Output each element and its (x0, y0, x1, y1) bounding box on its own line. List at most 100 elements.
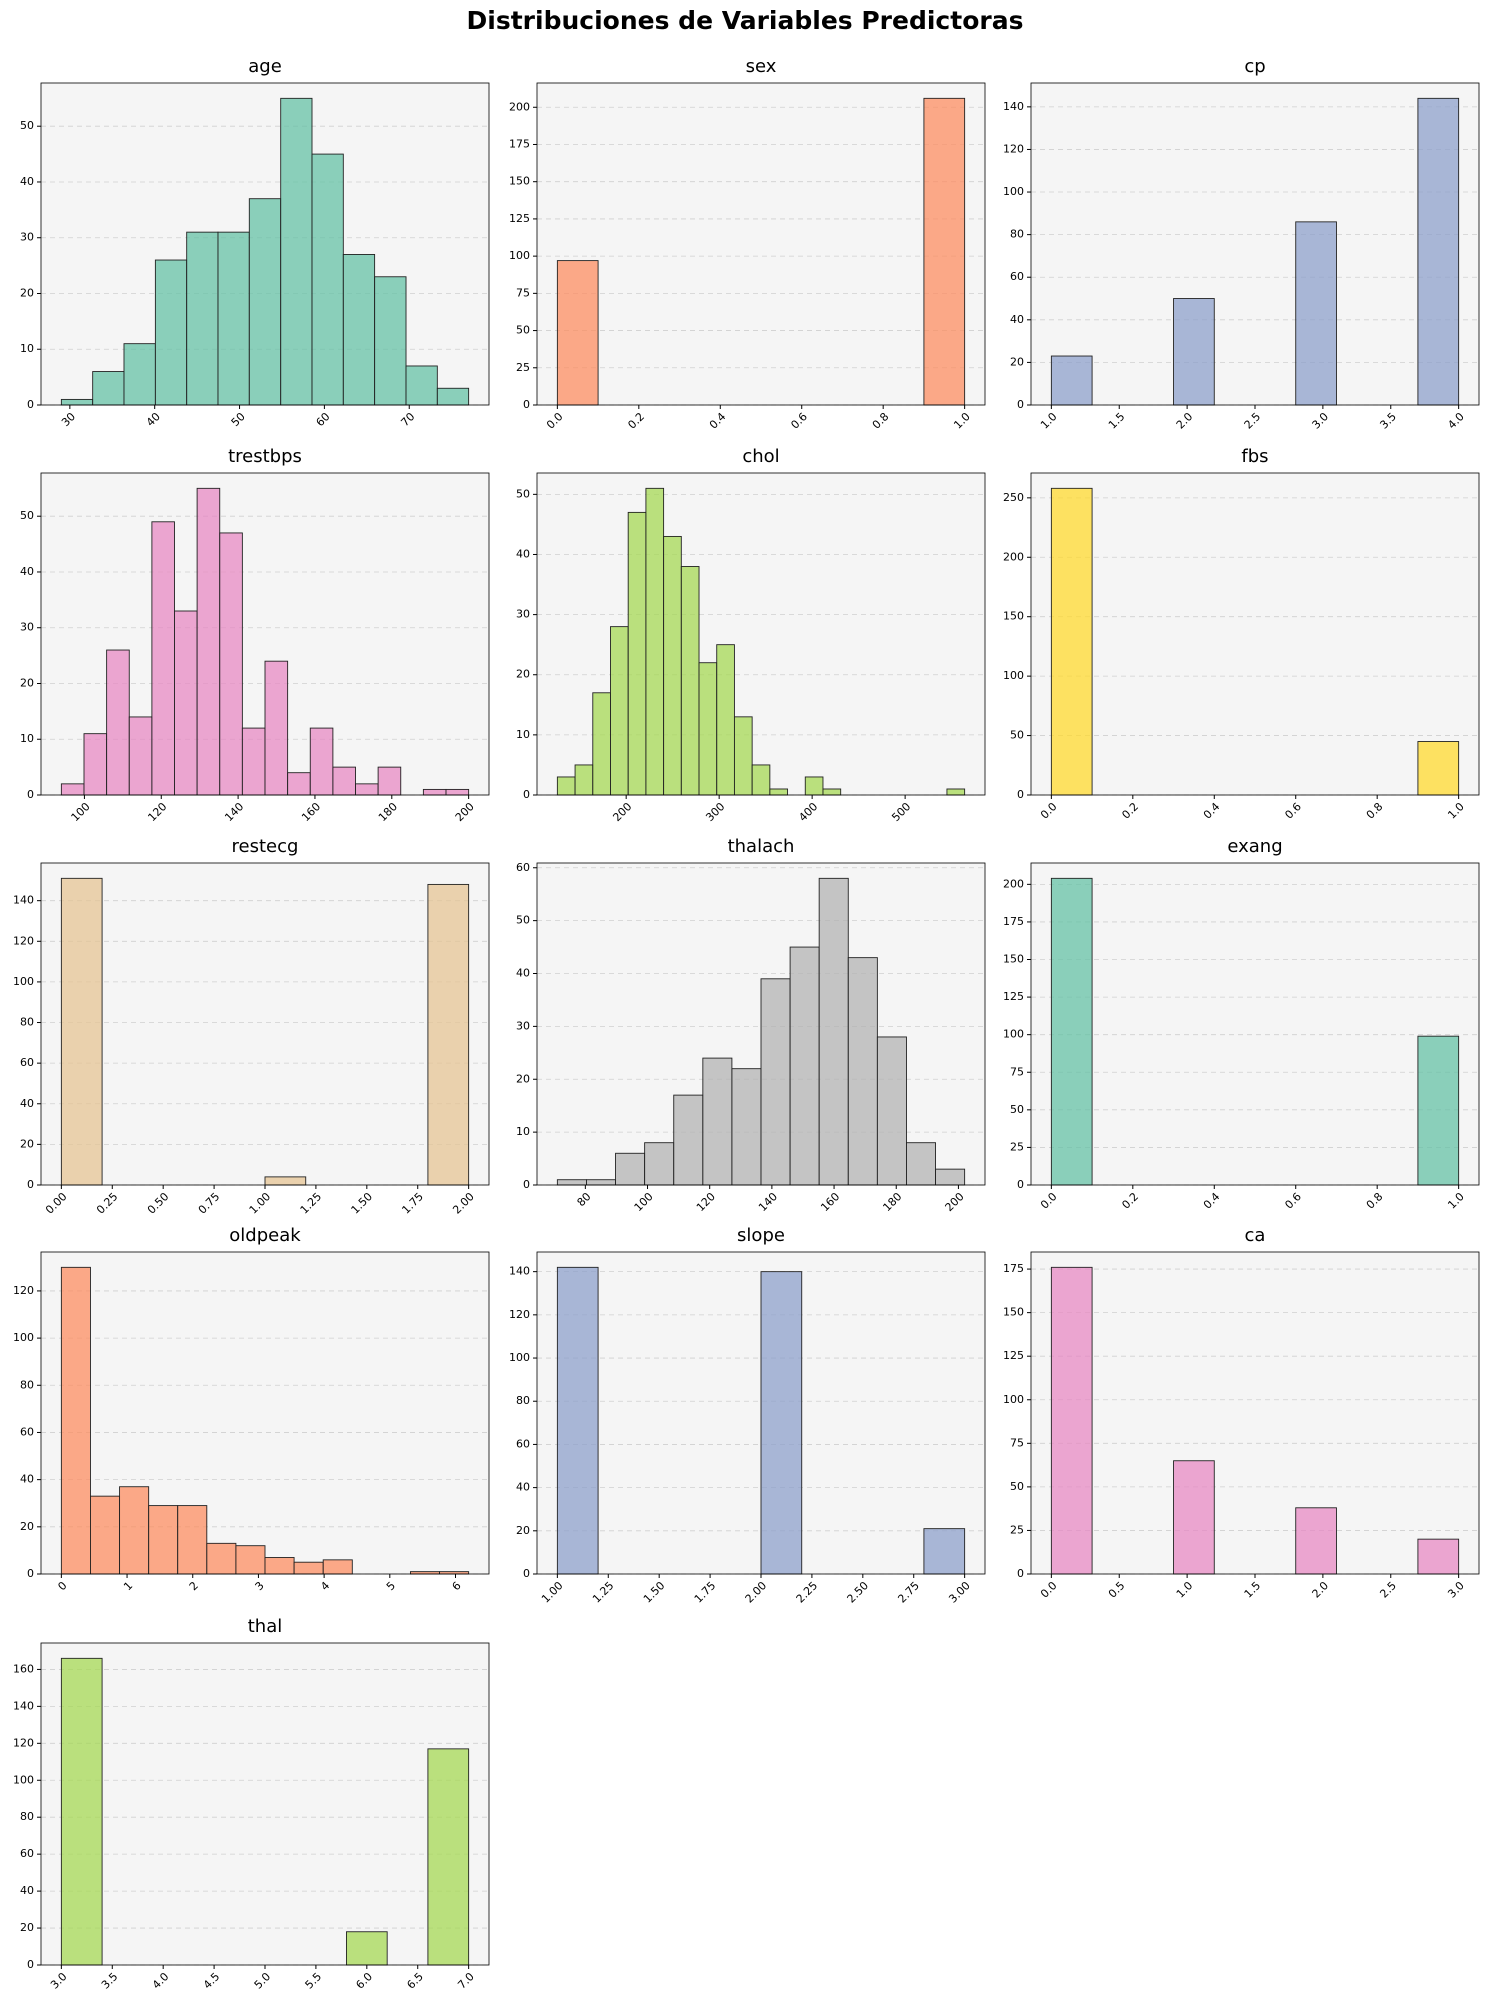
x-tick-label: 1.00 (247, 1190, 274, 1217)
x-tick-label: 100 (632, 1190, 656, 1214)
y-tick-label: 80 (20, 1016, 34, 1029)
y-tick-label: 200 (509, 100, 530, 113)
bar (60, 783, 85, 796)
y-tick-label: 40 (1010, 313, 1024, 326)
x-tick-label: 2.5 (1377, 1579, 1399, 1601)
y-tick-label: 0 (523, 1567, 530, 1580)
bar (702, 1057, 733, 1186)
y-tick-label: 10 (516, 728, 530, 741)
y-tick-label: 100 (1003, 1028, 1024, 1041)
bar (935, 1168, 966, 1186)
x-tick-label: 2.0 (1174, 410, 1196, 432)
y-tick-label: 10 (20, 732, 34, 745)
bar (760, 1271, 803, 1575)
y-tick-label: 40 (516, 967, 530, 980)
y-tick-label: 50 (516, 487, 530, 500)
subplot: slope 0 20 40 60 80 100 120 140 1.00 1.25 1.50 1.75 2… (509, 1225, 986, 1606)
plot-frame (40, 1251, 490, 1575)
x-tick-label: 0.6 (1282, 1190, 1304, 1212)
subplot-title: sex (746, 56, 777, 77)
plot-frame (40, 862, 490, 1186)
y-tick-label: 150 (1003, 1306, 1024, 1319)
subplot: ca 0 25 50 75 100 125 150 175 0.0 0.5 1.0 1.5 2.0 2.5 3… (1003, 1225, 1480, 1601)
subplot-title: cp (1244, 56, 1265, 77)
x-tick-label: 0.6 (788, 410, 810, 432)
plot-frame (536, 472, 986, 796)
bar (586, 1179, 616, 1186)
bar (174, 610, 198, 796)
subplot-title: age (248, 56, 282, 77)
y-tick-label: 0 (1017, 1567, 1024, 1580)
y-tick-label: 20 (516, 1072, 530, 1085)
x-tick-label: 2.25 (794, 1579, 821, 1606)
bar (346, 1931, 388, 1966)
y-tick-label: 80 (20, 1378, 34, 1391)
subplot-title: slope (737, 1225, 785, 1246)
x-tick-label: 4 (318, 1579, 332, 1593)
bar (235, 1545, 266, 1575)
y-tick-label: 150 (1003, 953, 1024, 966)
x-tick-label: 40 (144, 410, 163, 429)
x-tick-label: 0.25 (94, 1190, 121, 1217)
y-tick-label: 20 (20, 676, 34, 689)
x-tick-label: 6 (450, 1579, 464, 1593)
y-tick-label: 175 (1003, 1262, 1024, 1275)
y-tick-label: 75 (1010, 1436, 1024, 1449)
subplot: oldpeak 0 20 40 60 80 100 120 0 1 2 3 4 5 6 (13, 1225, 490, 1593)
bar (293, 1561, 324, 1575)
bar (556, 1179, 587, 1186)
bar (377, 766, 402, 796)
bar (177, 1505, 208, 1575)
y-tick-label: 40 (516, 547, 530, 560)
x-tick-label: 3.5 (1377, 410, 1399, 432)
x-tick-label: 180 (376, 800, 400, 824)
subplot-title: oldpeak (229, 1225, 301, 1246)
bar (789, 946, 820, 1186)
plot-background (537, 83, 985, 405)
y-tick-label: 80 (516, 1394, 530, 1407)
y-tick-label: 20 (20, 286, 34, 299)
x-tick-label: 2 (187, 1579, 201, 1593)
subplot-title: trestbps (228, 446, 302, 467)
x-tick-label: 120 (694, 1190, 718, 1214)
x-tick-label: 1.25 (298, 1190, 325, 1217)
y-tick-label: 20 (516, 1524, 530, 1537)
plot-frame (1030, 1251, 1480, 1575)
bar (264, 660, 289, 796)
x-tick-label: 5.5 (303, 1970, 325, 1992)
y-tick-label: 100 (1003, 185, 1024, 198)
x-tick-label: 0.5 (1106, 1579, 1128, 1601)
y-tick-label: 125 (509, 212, 530, 225)
bar (680, 566, 700, 796)
bar (248, 198, 282, 406)
bar (405, 365, 438, 406)
bar (219, 532, 243, 796)
x-tick-label: 3.5 (99, 1970, 121, 1992)
x-tick-label: 1.5 (1242, 1579, 1264, 1601)
y-tick-label: 175 (509, 137, 530, 150)
bar (60, 1266, 91, 1575)
x-tick-label: 0.8 (870, 410, 892, 432)
x-tick-label: 0.0 (1038, 1579, 1060, 1601)
x-tick-label: 0.4 (707, 410, 729, 432)
bar (90, 1495, 121, 1575)
y-tick-label: 30 (20, 621, 34, 634)
bar (1295, 1507, 1337, 1575)
bar (698, 662, 718, 796)
bar (311, 153, 344, 406)
y-tick-label: 100 (13, 1773, 34, 1786)
x-tick-label: 5.0 (252, 1970, 274, 1992)
bar (287, 772, 311, 796)
y-tick-label: 30 (516, 1019, 530, 1032)
x-tick-label: 3.00 (946, 1579, 973, 1606)
x-tick-label: 160 (818, 1190, 842, 1214)
bar (1295, 221, 1337, 406)
y-tick-label: 20 (1010, 355, 1024, 368)
bar (592, 692, 611, 796)
bar (264, 1176, 307, 1186)
y-tick-label: 40 (20, 1473, 34, 1486)
plot-background (1031, 1252, 1479, 1574)
y-tick-label: 0 (27, 1178, 34, 1191)
bar (1417, 1538, 1460, 1575)
bar (876, 1036, 907, 1186)
